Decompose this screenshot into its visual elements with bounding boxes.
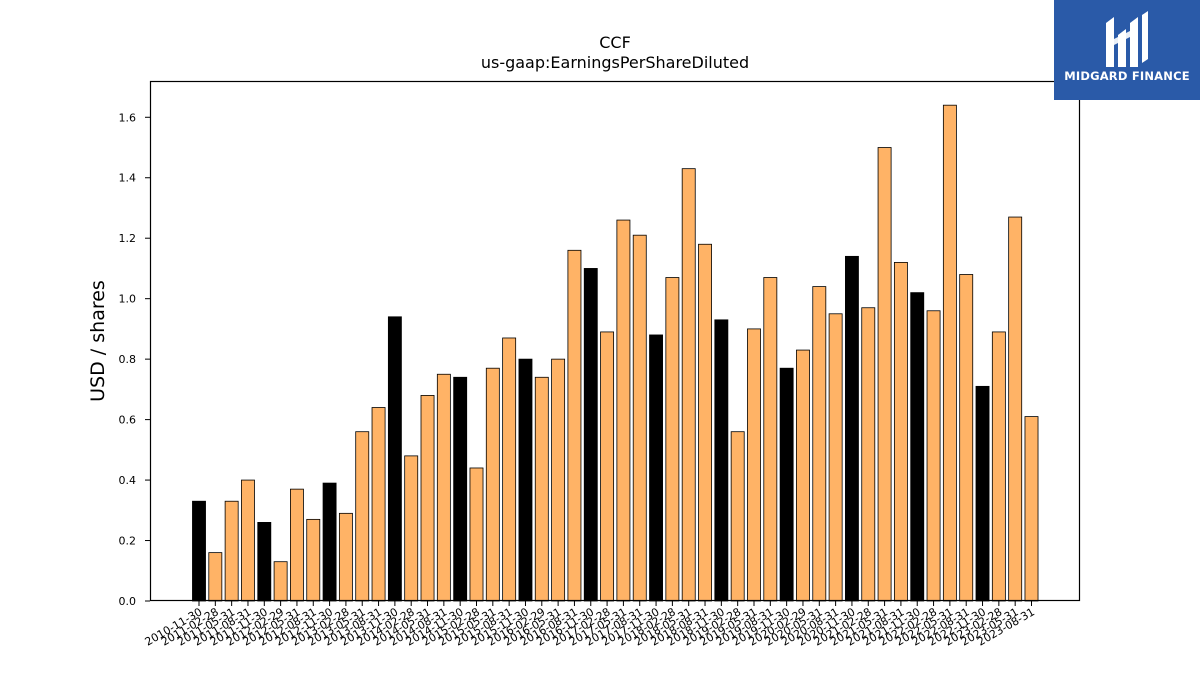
bar-2019-08-31 (763, 277, 778, 602)
chart-title: CCF (599, 33, 631, 52)
bar-2022-11-30 (975, 385, 990, 602)
bar-2012-05-31 (290, 488, 304, 602)
bar-2016-08-31 (567, 249, 582, 602)
y-tick-label: 1.2 (119, 232, 137, 245)
y-tick-label: 0.8 (119, 353, 137, 366)
bar-2012-11-30 (322, 482, 337, 602)
bar-2013-02-28 (338, 512, 353, 602)
bar-2013-08-31 (371, 407, 386, 602)
bar-2015-02-28 (469, 467, 484, 602)
bar-2023-08-31 (1024, 416, 1039, 602)
bar-2023-05-31 (1008, 216, 1023, 602)
bar-2015-11-30 (518, 358, 533, 602)
x-axis-ticks: 2010-11-302011-02-282011-05-312011-08-31… (143, 601, 1037, 649)
bar-2020-08-31 (828, 313, 843, 602)
bar-2017-11-30 (649, 334, 663, 602)
y-axis-ticks: 0.0 0.2 0.4 0.6 0.8 1.0 1.2 1.4 1.6 (119, 111, 150, 608)
bar-2022-08-31 (959, 274, 974, 602)
y-tick-label: 1.4 (119, 172, 137, 185)
bar-2022-05-31 (942, 104, 957, 602)
bar-2013-11-30 (387, 316, 402, 602)
y-tick-label: 0.4 (119, 474, 137, 487)
bar-2016-11-30 (583, 268, 598, 602)
bar-2021-11-30 (910, 292, 925, 602)
bar-2020-11-30 (845, 255, 859, 602)
bar-2011-08-31 (241, 479, 255, 602)
bar-2019-02-28 (730, 431, 745, 602)
bar-2012-08-31 (306, 518, 321, 602)
midgard-finance-logo: MIDGARD FINANCE (1054, 0, 1200, 100)
bar-2014-05-31 (420, 395, 435, 602)
bar-2020-05-31 (812, 286, 827, 602)
bar-2018-11-30 (714, 319, 729, 602)
bar-2019-05-31 (747, 328, 761, 602)
bar-2015-08-31 (502, 337, 517, 602)
bar-2017-02-28 (600, 331, 615, 602)
bar-2014-02-28 (404, 455, 419, 602)
bars-group (192, 104, 1039, 602)
bar-2013-05-31 (355, 431, 370, 602)
bar-2016-02-29 (534, 376, 549, 602)
bar-2012-02-29 (273, 561, 288, 602)
bar-2018-05-31 (681, 168, 696, 602)
plot-frame (149, 80, 1081, 602)
bar-2011-02-28 (208, 552, 223, 602)
bar-2017-05-31 (616, 219, 631, 602)
bar-2021-02-28 (861, 307, 876, 602)
bar-2022-02-28 (926, 310, 941, 602)
bar-2015-05-31 (485, 367, 500, 602)
bar-2010-11-30 (192, 500, 206, 602)
y-tick-label: 1.6 (119, 111, 137, 124)
bar-2014-11-30 (453, 376, 468, 602)
bar-2023-02-28 (991, 331, 1006, 602)
bar-2011-11-30 (257, 522, 272, 602)
y-tick-label: 1.0 (119, 293, 137, 306)
y-axis-label: USD / shares (87, 280, 109, 402)
logo-text: MIDGARD FINANCE (1064, 69, 1190, 83)
bar-2019-11-30 (779, 367, 794, 602)
bar-2011-05-31 (224, 500, 239, 602)
chart-subtitle: us-gaap:EarningsPerShareDiluted (481, 53, 749, 72)
bar-2021-05-31 (877, 147, 892, 602)
bar-2018-08-31 (698, 243, 712, 602)
bar-2021-08-31 (893, 261, 908, 602)
y-tick-label: 0.6 (119, 414, 137, 427)
bar-2017-08-31 (632, 234, 647, 602)
bar-2016-05-31 (551, 358, 566, 602)
bar-2020-02-29 (796, 349, 810, 602)
y-tick-label: 0.2 (119, 535, 137, 548)
bar-2018-02-28 (665, 277, 680, 602)
bar-2014-08-31 (436, 373, 451, 602)
midgard-logo-icon (1106, 11, 1148, 67)
y-tick-label: 0.0 (119, 595, 137, 608)
